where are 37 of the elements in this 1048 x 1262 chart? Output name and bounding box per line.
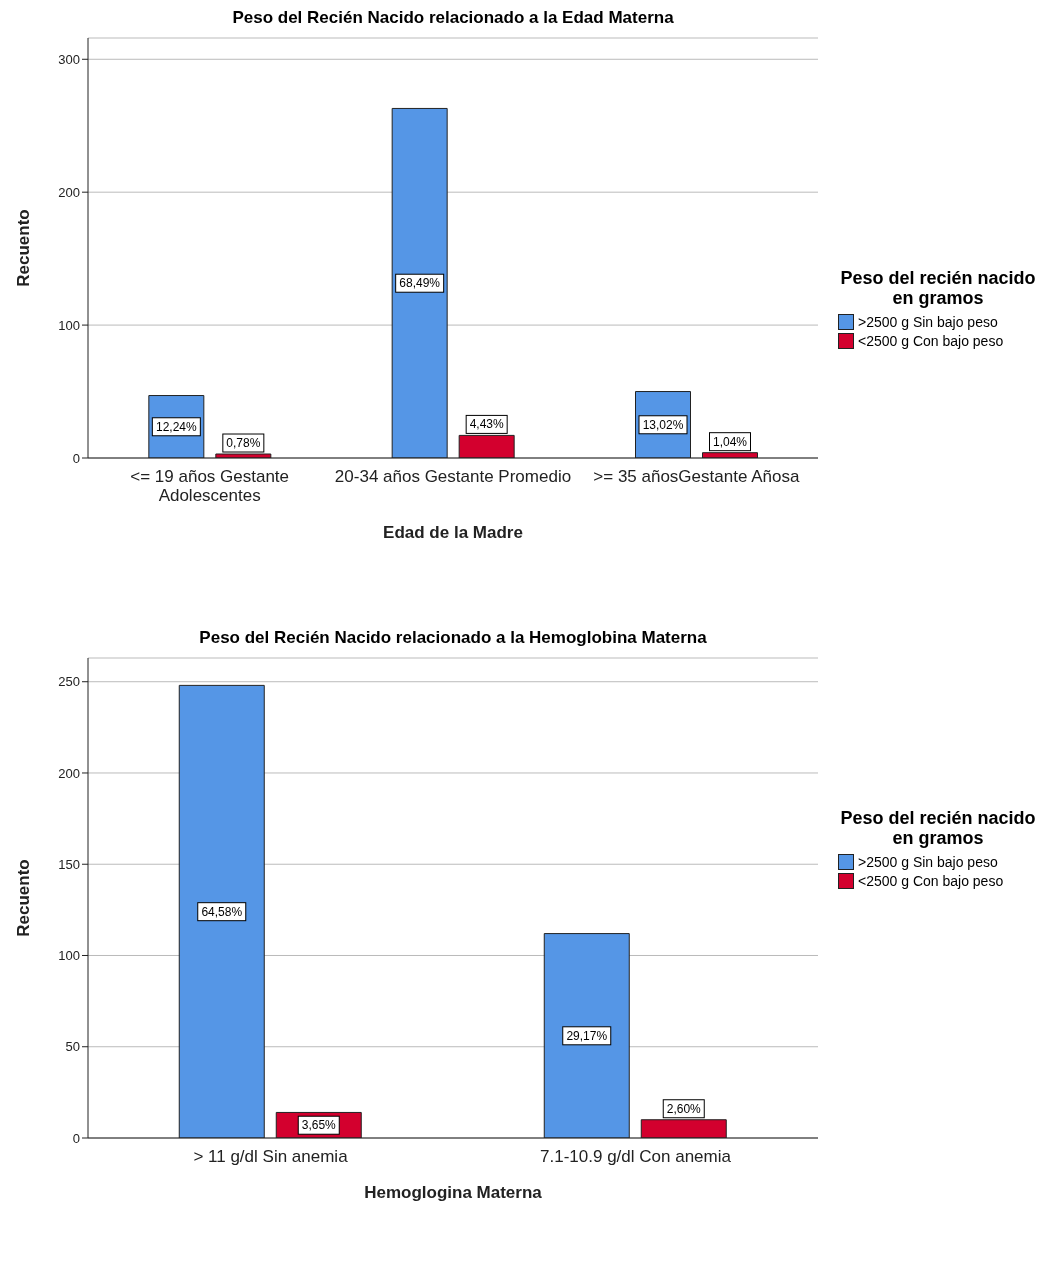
y-tick-label: 0 bbox=[72, 450, 80, 466]
y-tick-label: 100 bbox=[58, 317, 80, 333]
annotation: 12,24% bbox=[155, 419, 198, 434]
annotation: 4,43% bbox=[469, 417, 505, 432]
annotation: 1,04% bbox=[712, 434, 748, 449]
chart-title: Peso del Recién Nacido relacionado a la Edad Materna bbox=[231, 8, 675, 28]
annotation: 2,60% bbox=[666, 1101, 702, 1116]
x-tick-label: 20-34 años Gestante Promedio bbox=[334, 467, 572, 487]
y-tick-label: 150 bbox=[58, 856, 80, 872]
y-tick-label: 250 bbox=[58, 674, 80, 690]
legend-label: <2500 g Con bajo peso bbox=[857, 333, 1005, 349]
y-tick-label: 100 bbox=[58, 948, 80, 964]
x-tick-label: <= 19 años Gestante Adolescentes bbox=[130, 467, 290, 506]
annotation: 68,49% bbox=[399, 276, 441, 291]
y-axis-title: Recuento bbox=[14, 209, 34, 287]
y-tick-label: 300 bbox=[58, 51, 80, 67]
y-tick-label: 50 bbox=[65, 1039, 80, 1055]
x-tick-label: > 11 g/dl Sin anemia bbox=[193, 1147, 349, 1167]
annotation: 0,78% bbox=[226, 436, 261, 451]
chart-title: Peso del Recién Nacido relacionado a la Hemoglobina Materna bbox=[198, 628, 708, 648]
legend-label: <2500 g Con bajo peso bbox=[857, 873, 1005, 889]
annotation: 29,17% bbox=[566, 1028, 608, 1043]
x-tick-label: >= 35 añosGestante Añosa bbox=[593, 467, 800, 487]
annotation: 13,02% bbox=[642, 417, 684, 432]
y-tick-label: 200 bbox=[58, 184, 80, 200]
legend-label: >2500 g Sin bajo peso bbox=[857, 314, 999, 330]
x-axis-title: Hemoglogina Materna bbox=[364, 1183, 543, 1202]
x-tick-label: 7.1-10.9 g/dl Con anemia bbox=[540, 1147, 732, 1167]
legend-title: Peso del recién nacido en gramos bbox=[839, 808, 1037, 848]
legend-title: Peso del recién nacido en gramos bbox=[839, 268, 1037, 308]
x-axis-title: Edad de la Madre bbox=[383, 523, 523, 542]
legend-label: >2500 g Sin bajo peso bbox=[857, 854, 999, 870]
annotation: 3,65% bbox=[301, 1118, 337, 1133]
y-axis-title: Recuento bbox=[14, 859, 34, 937]
annotation: 64,58% bbox=[201, 904, 243, 919]
y-tick-label: 200 bbox=[58, 765, 80, 781]
y-tick-label: 0 bbox=[72, 1130, 80, 1146]
